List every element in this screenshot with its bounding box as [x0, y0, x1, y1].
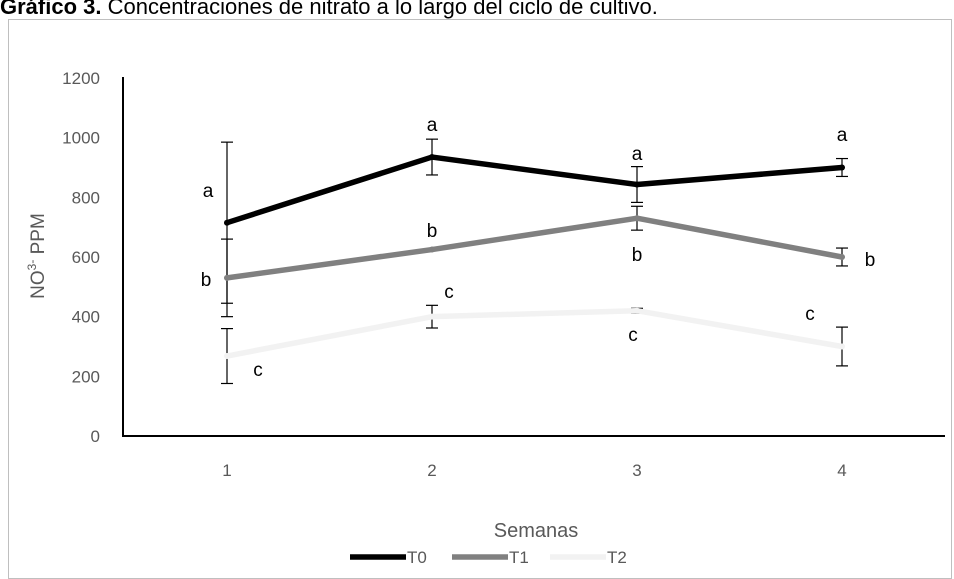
y-tick-label: 400 [72, 308, 100, 327]
y-tick-label: 1000 [62, 129, 100, 148]
caption-label: Gráfico 3. [0, 0, 102, 19]
y-axis-ticks: 0 200 400 600 800 1000 1200 [62, 69, 100, 446]
significance-letter: c [253, 360, 263, 381]
y-tick-label: 600 [72, 248, 100, 267]
x-tick-label: 3 [632, 461, 641, 480]
y-tick-label: 0 [91, 427, 100, 446]
significance-letter: b [865, 250, 876, 271]
significance-letter: c [805, 304, 815, 325]
series-line-t2 [224, 307, 845, 359]
series-line-t1 [224, 215, 845, 281]
data-point [839, 254, 845, 260]
legend-label-t1: T1 [509, 548, 529, 564]
significance-letter: a [203, 181, 214, 202]
data-point [839, 343, 845, 350]
y-tick-label: 800 [72, 188, 100, 207]
significance-letter: a [632, 144, 643, 165]
series-lines [224, 154, 845, 360]
legend-label-t0: T0 [407, 548, 427, 564]
data-point [634, 307, 640, 314]
significance-letter: c [444, 282, 454, 303]
significance-letters: a a a a b b b b c c c c [201, 115, 876, 381]
series-line-t0 [224, 154, 845, 226]
y-tick-label: 200 [72, 367, 100, 386]
data-point [839, 164, 845, 171]
data-point [429, 313, 435, 320]
chart-caption: Gráfico 3. Concentraciones de nitrato a … [0, 0, 658, 20]
y-tick-label: 1200 [62, 69, 100, 88]
significance-letter: a [427, 115, 438, 136]
x-tick-label: 1 [222, 461, 231, 480]
significance-letter: b [632, 245, 643, 266]
data-point [224, 219, 230, 226]
x-axis-label: Semanas [494, 520, 579, 542]
significance-letter: b [201, 270, 212, 291]
data-point [634, 181, 640, 188]
x-tick-label: 2 [427, 461, 436, 480]
significance-letter: c [628, 325, 638, 346]
data-point [224, 274, 230, 281]
legend: T0 T1 T2 [350, 548, 627, 564]
caption-text: Concentraciones de nitrato a lo largo de… [101, 0, 658, 19]
y-axis-label: NO3- PPM [25, 213, 49, 299]
data-point [429, 246, 435, 253]
significance-letter: b [427, 221, 438, 242]
data-point [224, 353, 230, 360]
data-point [634, 215, 640, 222]
x-tick-label: 4 [837, 461, 846, 480]
x-axis-ticks: 1 2 3 4 [222, 461, 846, 480]
data-point [429, 154, 435, 161]
significance-letter: a [837, 125, 848, 146]
legend-label-t2: T2 [607, 548, 627, 564]
